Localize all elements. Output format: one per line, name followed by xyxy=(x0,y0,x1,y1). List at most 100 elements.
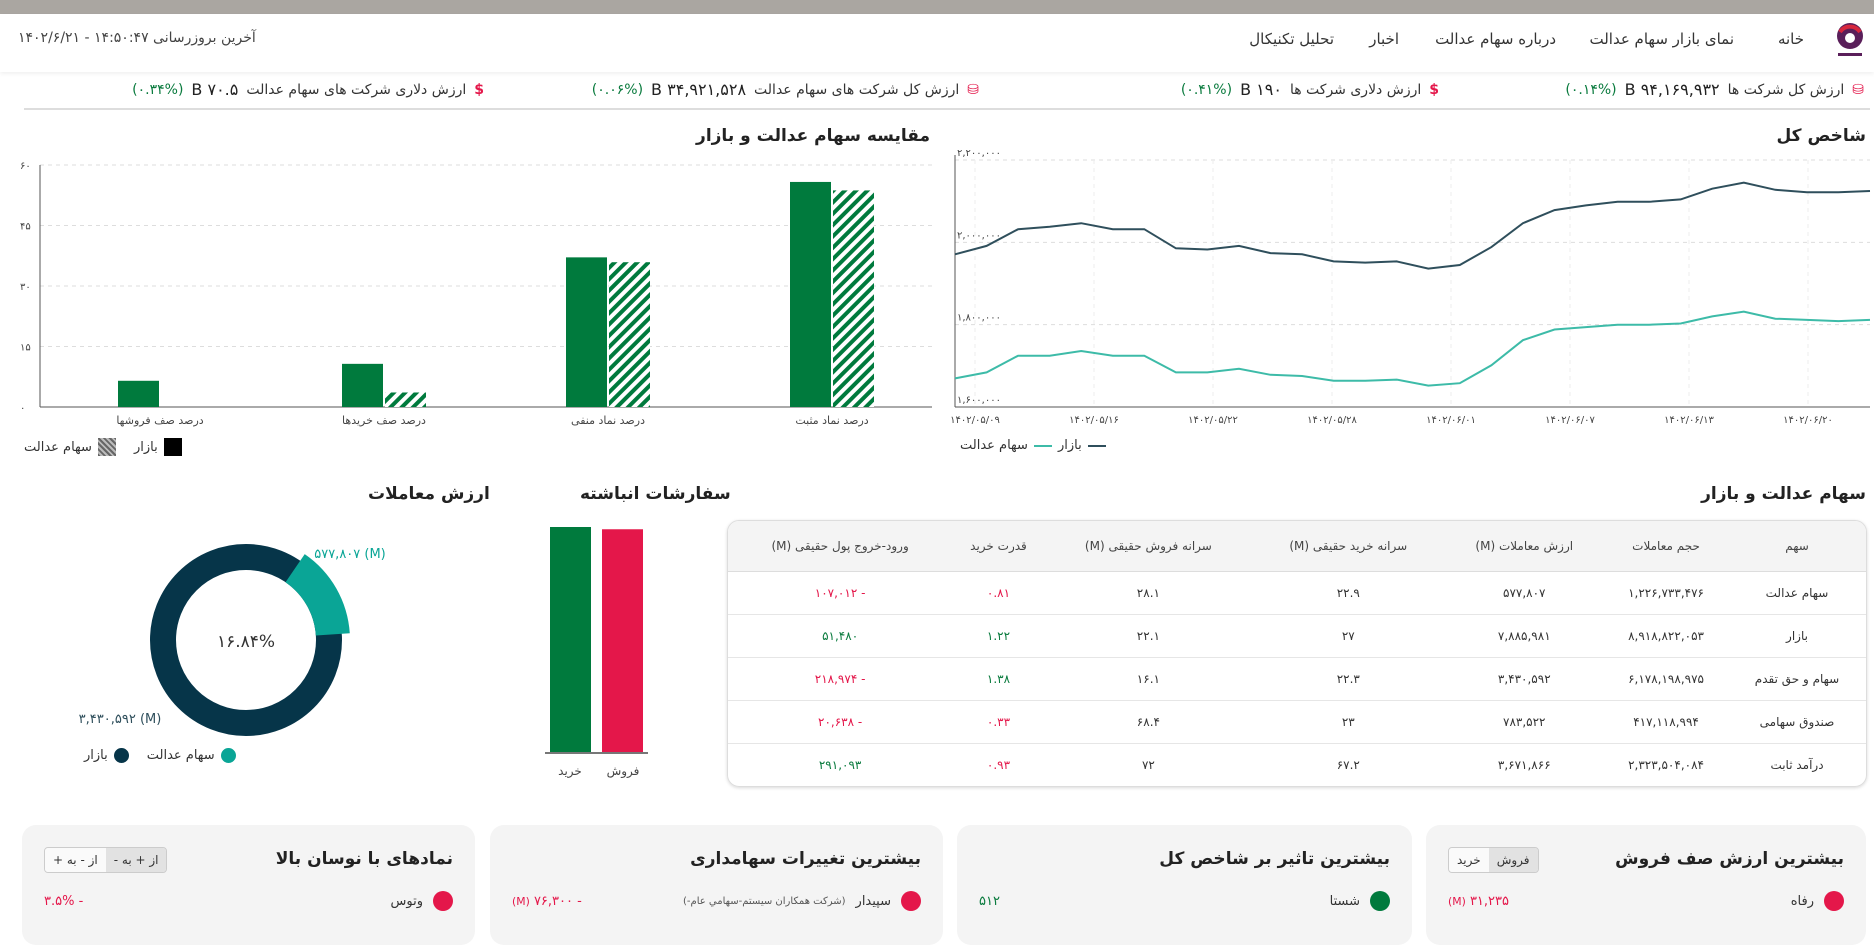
stat-label: ارزش کل شرکت های سهام عدالت xyxy=(754,81,960,98)
bar-sell xyxy=(602,529,643,753)
table-cell: ۲۹۱,۰۹۳ xyxy=(818,757,862,772)
site-logo[interactable] xyxy=(1832,20,1868,62)
x-tick-label: ۱۴۰۲/۰۵/۱۶ xyxy=(1069,415,1119,426)
nav-market-overview[interactable]: نمای بازار سهام عدالت xyxy=(1589,30,1735,48)
y-tick-label: ۰ xyxy=(20,403,25,414)
table-cell: سهام و حق تقدم xyxy=(1728,657,1866,701)
table-row: بازار ۸,۹۱۸,۸۲۲,۰۵۳ ۷,۸۸۵,۹۸۱ ۲۷ ۲۲.۱ ۱.۲۲ ۵۱,… xyxy=(728,614,1866,658)
stat-total-value: ⛁ ارزش کل شرکت ها ۹۴,۱۶۹,۹۳۲ B (۰.۱۴%) xyxy=(1565,80,1864,99)
x-tick-label: ۱۴۰۲/۰۶/۱۳ xyxy=(1664,415,1714,426)
bar-legend: بازار سهام عدالت xyxy=(24,438,182,456)
stat-value: ۱۹۰ B xyxy=(1240,80,1282,99)
database-icon: ⛁ xyxy=(1852,81,1864,98)
bar-buy xyxy=(550,527,591,753)
column-header[interactable]: سرانه خرید حقیقی (M) xyxy=(1252,521,1445,572)
company-name: (شرکت همکاران سیستم-سهامي عام-) xyxy=(683,895,846,907)
market-line xyxy=(954,181,1871,270)
stat-label: ارزش دلاری شرکت های سهام عدالت xyxy=(246,81,467,98)
table-cell: درآمد ثابت xyxy=(1770,757,1824,772)
bar-equity xyxy=(385,392,426,407)
stat-value: ۹۴,۱۶۹,۹۳۲ B xyxy=(1624,80,1720,99)
x-tick-label: ۱۴۰۲/۰۶/۰۱ xyxy=(1426,415,1476,426)
stat-equity-dollar-value: $ ارزش دلاری شرکت های سهام عدالت ۷۰.۵ B (۰.… xyxy=(132,80,484,99)
legend-swatch-equity xyxy=(1033,444,1052,447)
table-cell: - ۲۱۸,۹۷۴ xyxy=(728,657,953,701)
status-dot xyxy=(433,891,453,911)
stat-equity-total-value: ⛁ ارزش کل شرکت های سهام عدالت ۳۴,۹۲۱,۵۲۸ B… xyxy=(592,80,979,99)
symbol: سپیدار xyxy=(855,893,891,909)
column-header[interactable]: ورود-خروج پول حقیقی (M) xyxy=(728,521,953,572)
table-cell: ۷,۸۸۵,۹۸۱ xyxy=(1444,614,1605,658)
column-header[interactable]: سرانه فروش حقیقی (M) xyxy=(1044,521,1253,572)
nav-news[interactable]: اخبار xyxy=(1369,30,1399,48)
direction-toggle[interactable]: از + به - از - به + xyxy=(44,847,168,873)
list-item[interactable]: شستا ۵۱۲ xyxy=(979,891,1390,911)
y-tick-label: ۲,۰۰۰,۰۰۰ xyxy=(957,230,1001,241)
table-cell: ۲۲.۱ xyxy=(1044,614,1253,658)
trade-value-title: ارزش معاملات xyxy=(368,484,490,504)
table-cell: ۴۱۷,۱۱۸,۹۹۴ xyxy=(1604,700,1729,744)
list-item[interactable]: رفاه ۳۱,۲۳۵ (M) xyxy=(1448,891,1844,911)
stat-dollar-value: $ ارزش دلاری شرکت ها ۱۹۰ B (۰.۴۱%) xyxy=(1181,80,1439,99)
symbol: شستا xyxy=(1329,893,1360,909)
x-tick-label: ۱۴۰۲/۰۶/۰۷ xyxy=(1545,415,1595,426)
x-category-label: درصد صف فروشها xyxy=(116,414,203,427)
stat-value: ۳۴,۹۲۱,۵۲۸ B xyxy=(651,80,747,99)
table-cell: ۰.۳۳ xyxy=(952,700,1045,744)
table-cell: ۳,۶۷۱,۸۶۶ xyxy=(1497,757,1551,772)
toggle-minus-to-plus[interactable]: از - به + xyxy=(45,848,106,872)
list-item[interactable]: سپیدار (شرکت همکاران سیستم-سهامي عام-) - ۷… xyxy=(512,891,921,911)
card-shareholding-changes: بیشترین تغییرات سهامداری سپیدار (شرکت همک… xyxy=(490,825,943,945)
stat-label: ارزش کل شرکت ها xyxy=(1727,81,1845,98)
legend-swatch-market xyxy=(1087,444,1106,447)
toggle-sell[interactable]: فروش xyxy=(1488,848,1538,872)
bar-market xyxy=(342,363,383,407)
list-item[interactable]: وتوس - ۳.۵% xyxy=(44,891,453,911)
last-update: آخرین بروزرسانی ۱۴:۵۰:۴۷ - ۱۴۰۲/۶/۲۱ xyxy=(18,30,256,46)
card-top-sell-queue: بیشترین ارزش صف فروش فروش خرید رفاه ۳۱,۲۳۵… xyxy=(1426,825,1866,945)
value: - ۷۶,۳۰۰ (M) xyxy=(512,893,582,909)
value: - ۳.۵% xyxy=(44,893,84,909)
y-tick-label: ۶۰ xyxy=(20,161,31,172)
legend-label: بازار xyxy=(133,439,158,455)
table-cell: ۱,۲۲۶,۷۳۳,۴۷۶ xyxy=(1604,571,1729,615)
divider xyxy=(24,108,1870,110)
y-tick-label: ۳۰ xyxy=(20,282,31,293)
center-label: ۱۶.۸۴% xyxy=(217,632,275,652)
card-high-volatility: نمادهای با نوسان بالا از + به - از - به +… xyxy=(22,825,475,945)
table-row: سهام عدالت ۱,۲۲۶,۷۳۳,۴۷۶ ۵۷۷,۸۰۷ ۲۲.۹ ۲۸.۱ ۰.… xyxy=(728,571,1866,615)
nav-technical-analysis[interactable]: تحلیل تکنیکال xyxy=(1249,30,1334,48)
comparison-bar-chart: ۰ ۱۵ ۳۰ ۴۵ ۶۰ درصد نماد مثبت درصد نماد منفی درص… xyxy=(20,161,932,427)
column-header[interactable]: سهم xyxy=(1728,521,1866,572)
dollar-icon: $ xyxy=(1429,81,1439,98)
legend-label: سهام عدالت xyxy=(146,748,215,763)
card-title: بیشترین تغییرات سهامداری xyxy=(690,849,921,869)
column-header[interactable]: ارزش معاملات (M) xyxy=(1444,521,1605,572)
table-cell: ۱.۲۲ xyxy=(952,614,1045,658)
browser-bookmarks-bar xyxy=(0,0,1874,14)
table-cell: ۰.۸۱ xyxy=(952,571,1045,615)
orders-title: سفارشات انباشته xyxy=(580,484,731,504)
column-header[interactable]: قدرت خرید xyxy=(952,521,1045,572)
stat-pct: (۰.۱۴%) xyxy=(1565,81,1617,98)
table-cell: ۲,۳۲۳,۵۰۴,۰۸۴ xyxy=(1628,757,1704,772)
nav-home[interactable]: خانه xyxy=(1777,30,1804,48)
table-cell: ۲۲.۳ xyxy=(1252,657,1445,701)
database-icon: ⛁ xyxy=(967,81,979,98)
status-dot xyxy=(1370,891,1390,911)
table-row: صندوق سهامی ۴۱۷,۱۱۸,۹۹۴ ۷۸۳,۵۲۲ ۲۳ ۶۸.۴ ۰.۳۳-… xyxy=(728,700,1866,744)
legend-swatch-equity xyxy=(97,438,116,456)
y-tick-label: ۱۵ xyxy=(20,343,31,354)
toggle-buy[interactable]: خرید xyxy=(1449,848,1489,872)
table-cell: ۷۸۳,۵۲۲ xyxy=(1444,700,1605,744)
column-header[interactable]: حجم معاملات xyxy=(1604,521,1729,572)
toggle-plus-to-minus[interactable]: از + به - xyxy=(105,848,167,872)
nav-about[interactable]: درباره سهام عدالت xyxy=(1435,30,1556,48)
table-cell: سهام عدالت xyxy=(1728,571,1866,615)
table-title: سهام عدالت و بازار xyxy=(1701,484,1866,504)
y-tick-label: ۱,۸۰۰,۰۰۰ xyxy=(957,313,1001,324)
table-cell: - ۱۰۷,۰۱۲ xyxy=(728,571,953,615)
table-cell: ۲۳ xyxy=(1252,700,1445,744)
sell-buy-toggle[interactable]: فروش خرید xyxy=(1448,847,1539,873)
stat-value: ۷۰.۵ B xyxy=(191,80,239,99)
